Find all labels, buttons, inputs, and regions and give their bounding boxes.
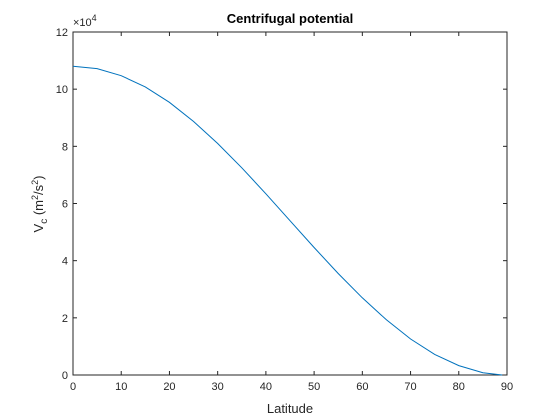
y-tick-label: 12 — [56, 27, 68, 39]
y-tick-label: 10 — [56, 84, 68, 96]
y-tick-label: 8 — [62, 141, 68, 153]
y-axis-label: Vc (m2/s2) — [30, 176, 50, 233]
y-tick-label: 0 — [62, 370, 68, 382]
y-axis-exponent: ×104 — [73, 13, 97, 29]
x-tick-label: 40 — [260, 381, 272, 393]
x-tick-label: 70 — [404, 381, 416, 393]
x-axis-label: Latitude — [267, 401, 313, 416]
y-exponent-power: 4 — [92, 13, 97, 23]
x-tick-label: 10 — [115, 381, 127, 393]
chart-title: Centrifugal potential — [227, 11, 353, 26]
y-tick-label: 6 — [62, 199, 68, 211]
y-label-mid: /s — [31, 184, 46, 195]
y-exponent-base: ×10 — [73, 17, 92, 29]
x-tick-label: 50 — [308, 381, 320, 393]
y-label-paren-close: ) — [31, 176, 46, 180]
x-tick-label: 80 — [453, 381, 465, 393]
y-label-paren-open: (m — [31, 200, 46, 219]
y-tick-label: 2 — [62, 313, 68, 325]
x-tick-label: 30 — [212, 381, 224, 393]
x-tick-label: 0 — [70, 381, 76, 393]
x-tick-label: 20 — [163, 381, 175, 393]
x-tick-label: 60 — [356, 381, 368, 393]
y-tick-label: 4 — [62, 256, 68, 268]
x-tick-label: 90 — [501, 381, 513, 393]
y-label-main: V — [31, 223, 46, 232]
